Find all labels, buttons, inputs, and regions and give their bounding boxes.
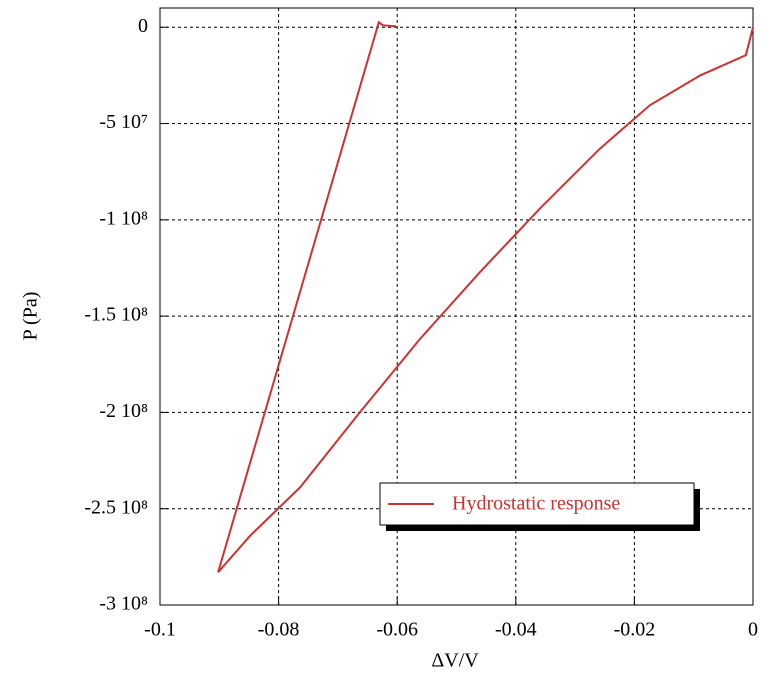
- y-axis-label: P (Pa): [20, 292, 42, 341]
- data-line: [217, 20, 754, 573]
- x-tick-label: -0.1: [144, 619, 176, 641]
- x-tick-label: 0: [748, 619, 758, 641]
- plot-frame: [159, 7, 754, 606]
- x-tick-label: -0.02: [614, 619, 656, 641]
- y-tick-label: 0: [138, 15, 148, 37]
- x-axis-label: ΔV/V: [431, 650, 479, 672]
- y-tick-label: -2 10⁸: [99, 400, 148, 422]
- legend-label: Hydrostatic response: [452, 493, 620, 515]
- x-tick-label: -0.08: [258, 619, 300, 641]
- y-tick-label: -1 10⁸: [99, 207, 148, 229]
- y-tick-label: -2.5 10⁸: [84, 496, 148, 518]
- x-tick-label: -0.06: [376, 619, 418, 641]
- x-tick-label: -0.04: [495, 619, 537, 641]
- y-tick-label: -3 10⁸: [99, 593, 148, 615]
- y-tick-label: -1.5 10⁸: [84, 304, 148, 326]
- y-tick-label: -5 10⁷: [99, 111, 148, 133]
